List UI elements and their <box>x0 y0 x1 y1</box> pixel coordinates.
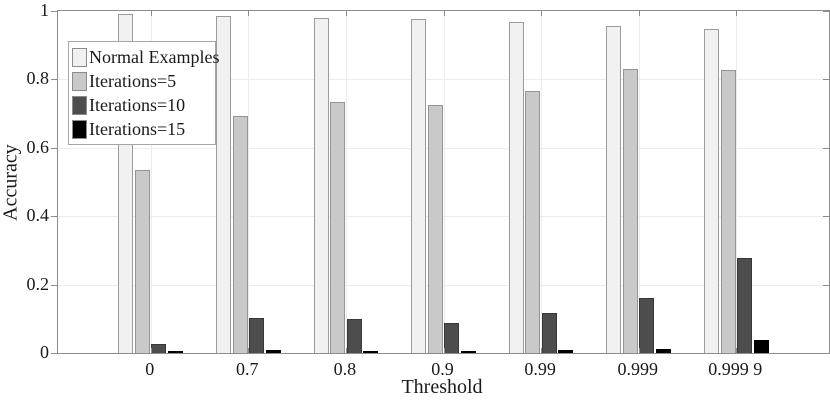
legend-swatch <box>72 119 87 139</box>
y-tick-label: 0 <box>40 342 49 362</box>
x-tick-top <box>345 11 347 16</box>
legend-item: Iterations=10 <box>72 93 215 117</box>
legend-label: Iterations=15 <box>89 119 186 139</box>
x-tick-bottom <box>541 348 543 353</box>
x-tick-label: 0 <box>145 359 155 379</box>
legend-item: Iterations=5 <box>72 69 215 93</box>
bar <box>622 69 638 353</box>
legend: Normal Examples Iterations=5 Iterations=10… <box>68 41 219 145</box>
v-gridline <box>541 11 543 353</box>
bar <box>606 25 622 353</box>
y-tick-label: 0.8 <box>26 68 50 89</box>
bar <box>411 18 427 353</box>
v-gridline <box>345 11 347 353</box>
legend-label: Iterations=10 <box>89 95 186 115</box>
x-tick-bottom <box>150 348 152 353</box>
y-tick-right <box>823 353 829 354</box>
bar <box>313 17 329 353</box>
y-tick-label: 0.6 <box>26 136 50 157</box>
y-tick-left <box>51 216 57 218</box>
v-gridline <box>736 11 738 353</box>
bar <box>346 319 362 353</box>
legend-item: Normal Examples <box>72 45 219 69</box>
bar <box>363 351 379 353</box>
x-tick-label: 0.999 <box>617 359 658 379</box>
bar <box>232 115 248 353</box>
x-tick-bottom <box>736 348 738 353</box>
y-tick-left <box>51 284 57 286</box>
y-tick-right <box>823 284 829 286</box>
y-tick-right <box>823 79 829 81</box>
bar <box>151 344 167 353</box>
bar <box>720 70 736 353</box>
y-tick-label: 0.4 <box>26 205 50 226</box>
x-tick-label: 0.999 9 <box>708 359 763 379</box>
bar <box>330 101 346 353</box>
bar <box>460 351 476 353</box>
x-tick-bottom <box>345 348 347 353</box>
x-tick-label: 0.99 <box>524 359 556 379</box>
bar <box>639 297 655 353</box>
y-axis-title: Accuracy <box>0 144 22 221</box>
x-tick-bottom <box>248 348 250 353</box>
legend-item: Iterations=15 <box>72 117 215 141</box>
y-tick-right <box>823 216 829 218</box>
legend-label: Normal Examples <box>89 47 220 67</box>
x-tick-top <box>541 11 543 16</box>
v-gridline <box>150 11 152 353</box>
legend-swatch <box>72 95 87 115</box>
x-tick-top <box>638 11 640 16</box>
y-tick-left <box>51 11 57 12</box>
bar <box>508 21 524 353</box>
x-tick-label: 0.9 <box>431 359 454 379</box>
x-tick-bottom <box>638 348 640 353</box>
y-tick-left <box>51 353 57 354</box>
bar <box>134 170 150 353</box>
v-gridline <box>443 11 445 353</box>
bar <box>737 257 753 353</box>
bar <box>655 348 671 353</box>
x-tick-top <box>443 11 445 16</box>
v-gridline <box>248 11 250 353</box>
bar <box>704 28 720 353</box>
bar <box>427 104 443 353</box>
y-tick-label: 1 <box>40 0 49 20</box>
y-tick-right <box>823 147 829 149</box>
x-tick-top <box>150 11 152 16</box>
legend-swatch <box>72 71 87 91</box>
y-tick-label: 0.2 <box>26 273 50 294</box>
x-tick-top <box>248 11 250 16</box>
bar <box>265 350 281 353</box>
x-tick-top <box>736 11 738 16</box>
x-tick-bottom <box>443 348 445 353</box>
legend-label: Iterations=5 <box>89 71 177 91</box>
legend-swatch <box>72 47 87 67</box>
y-tick-left <box>51 147 57 149</box>
bar <box>558 350 574 353</box>
bar <box>753 340 769 353</box>
x-axis-title: Threshold <box>401 376 483 398</box>
bar <box>444 322 460 353</box>
bar <box>541 312 557 353</box>
v-gridline <box>638 11 640 353</box>
bar <box>167 351 183 353</box>
bar <box>216 16 232 353</box>
bar <box>525 90 541 353</box>
y-tick-right <box>823 11 829 12</box>
bar <box>249 318 265 353</box>
plot-area: Normal Examples Iterations=5 Iterations=10… <box>51 10 830 354</box>
x-tick-label: 0.7 <box>236 359 259 379</box>
y-tick-left <box>51 79 57 81</box>
x-tick-label: 0.8 <box>333 359 357 379</box>
